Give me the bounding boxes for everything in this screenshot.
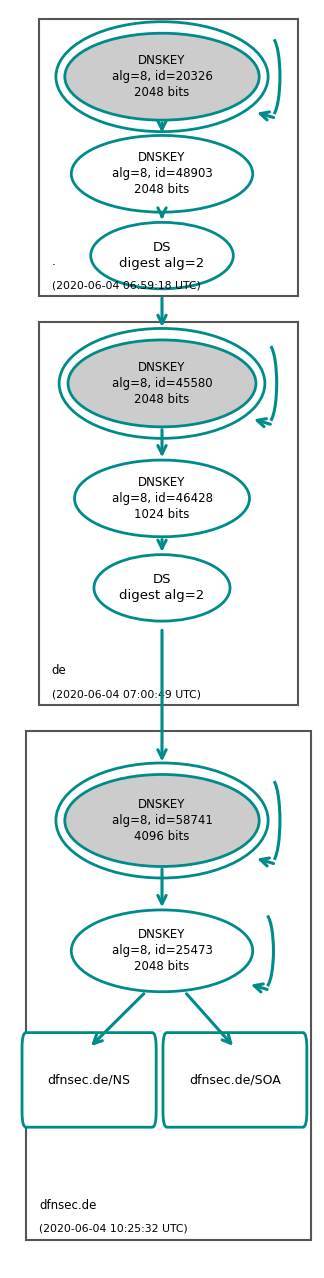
- Bar: [39, 19, 298, 296]
- Ellipse shape: [71, 135, 253, 212]
- Text: DNSKEY
alg=8, id=20326
2048 bits: DNSKEY alg=8, id=20326 2048 bits: [111, 54, 213, 100]
- Text: DNSKEY
alg=8, id=25473
2048 bits: DNSKEY alg=8, id=25473 2048 bits: [111, 928, 213, 974]
- Text: dfnsec.de: dfnsec.de: [39, 1199, 96, 1212]
- Text: DNSKEY
alg=8, id=46428
1024 bits: DNSKEY alg=8, id=46428 1024 bits: [111, 475, 213, 521]
- Ellipse shape: [65, 33, 259, 120]
- Ellipse shape: [65, 774, 259, 866]
- FancyBboxPatch shape: [22, 1033, 156, 1127]
- Text: DNSKEY
alg=8, id=48903
2048 bits: DNSKEY alg=8, id=48903 2048 bits: [112, 151, 212, 197]
- Text: DS
digest alg=2: DS digest alg=2: [119, 242, 205, 270]
- Bar: [26, 731, 311, 1240]
- Bar: [39, 322, 298, 705]
- Text: (2020-06-04 10:25:32 UTC): (2020-06-04 10:25:32 UTC): [39, 1223, 188, 1233]
- Text: DS
digest alg=2: DS digest alg=2: [119, 574, 205, 602]
- Text: .: .: [52, 256, 56, 268]
- Ellipse shape: [68, 340, 256, 427]
- Text: dfnsec.de/NS: dfnsec.de/NS: [48, 1074, 131, 1086]
- Text: (2020-06-04 06:59:18 UTC): (2020-06-04 06:59:18 UTC): [52, 280, 201, 290]
- Text: DNSKEY
alg=8, id=45580
2048 bits: DNSKEY alg=8, id=45580 2048 bits: [112, 360, 212, 406]
- Ellipse shape: [75, 460, 249, 537]
- Text: de: de: [52, 665, 67, 677]
- Text: dfnsec.de/SOA: dfnsec.de/SOA: [189, 1074, 281, 1086]
- Text: (2020-06-04 07:00:49 UTC): (2020-06-04 07:00:49 UTC): [52, 689, 201, 699]
- FancyBboxPatch shape: [163, 1033, 307, 1127]
- Ellipse shape: [71, 910, 253, 992]
- Ellipse shape: [91, 222, 233, 289]
- Ellipse shape: [94, 555, 230, 621]
- Text: DNSKEY
alg=8, id=58741
4096 bits: DNSKEY alg=8, id=58741 4096 bits: [111, 797, 213, 843]
